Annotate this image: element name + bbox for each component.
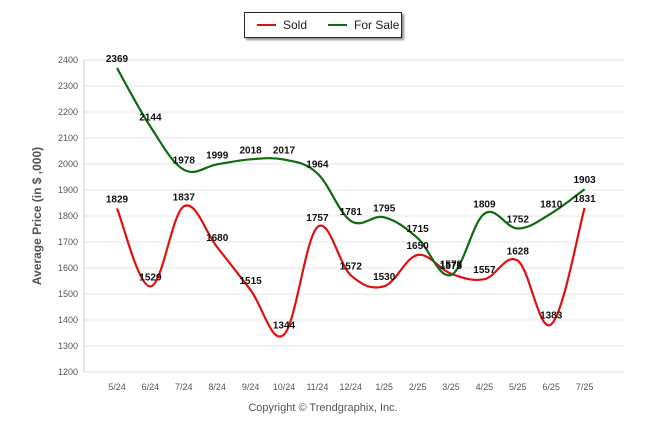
- x-tick-label: 7/24: [175, 382, 193, 392]
- y-tick-label: 1700: [58, 237, 78, 247]
- x-tick-label: 5/25: [509, 382, 527, 392]
- data-label-sold: 1530: [373, 272, 396, 283]
- y-tick-label: 2400: [58, 55, 78, 65]
- y-tick-label: 1500: [58, 289, 78, 299]
- x-tick-label: 9/24: [242, 382, 260, 392]
- data-label-for-sale: 2018: [239, 145, 262, 156]
- legend-item-for-sale[interactable]: For Sale: [328, 18, 399, 32]
- y-tick-label: 2200: [58, 107, 78, 117]
- data-label-for-sale: 1999: [206, 150, 229, 161]
- data-label-sold: 1837: [173, 192, 196, 203]
- series-line-sold: [115, 204, 586, 338]
- data-label-sold: 1572: [340, 261, 363, 272]
- data-label-for-sale: 1809: [473, 200, 496, 211]
- data-label-sold: 1628: [507, 247, 530, 258]
- y-tick-label: 1200: [58, 367, 78, 377]
- data-label-sold: 1578: [440, 260, 463, 271]
- y-axis-title: Average Price (in $ ,000): [30, 147, 44, 285]
- data-label-sold: 1515: [239, 276, 262, 287]
- series-line-for-sale: [116, 67, 586, 277]
- y-tick-label: 1800: [58, 211, 78, 221]
- x-tick-label: 4/25: [476, 382, 494, 392]
- data-label-for-sale: 1795: [373, 203, 396, 214]
- data-label-for-sale: 2017: [273, 146, 296, 157]
- data-label-sold: 1557: [473, 265, 496, 276]
- x-tick-label: 3/25: [442, 382, 460, 392]
- x-tick-label: 5/24: [108, 382, 126, 392]
- data-label-for-sale: 2144: [139, 113, 162, 124]
- copyright-text: Copyright © Trendgraphix, Inc.: [248, 402, 398, 414]
- grid-lines: [83, 59, 624, 373]
- y-tick-label: 2000: [58, 159, 78, 169]
- data-label-for-sale: 1903: [573, 175, 596, 186]
- y-axis-ticks: 1200 1300 1400 1500 1600 1700 1800 1900 2000 2100…: [58, 55, 78, 377]
- data-label-sold: 1529: [139, 272, 162, 283]
- x-tick-label: 2/25: [409, 382, 427, 392]
- x-tick-label: 8/24: [208, 382, 226, 392]
- data-label-sold: 1831: [573, 194, 596, 205]
- data-labels: 1829 1529 1837 1680 1515 1344 1757 1572 1530 1650…: [106, 54, 596, 332]
- x-tick-label: 10/24: [273, 382, 296, 392]
- legend-swatch-for-sale: [328, 24, 348, 26]
- series-lines: [115, 67, 586, 338]
- data-label-for-sale: 2369: [106, 54, 129, 65]
- y-tick-label: 1300: [58, 341, 78, 351]
- x-tick-label: 1/25: [375, 382, 393, 392]
- data-label-for-sale: 1573: [440, 261, 463, 272]
- x-tick-label: 7/25: [576, 382, 594, 392]
- data-label-for-sale: 1978: [173, 156, 196, 167]
- data-label-sold: 1680: [206, 233, 229, 244]
- legend: Sold For Sale: [244, 12, 402, 38]
- y-tick-label: 1900: [58, 185, 78, 195]
- data-label-sold: 1344: [273, 321, 296, 332]
- legend-label-for-sale: For Sale: [354, 18, 400, 32]
- y-tick-label: 2100: [58, 133, 78, 143]
- data-label-sold: 1650: [406, 241, 429, 252]
- y-tick-label: 2300: [58, 81, 78, 91]
- x-tick-label: 6/24: [142, 382, 160, 392]
- legend-swatch-sold: [257, 24, 276, 26]
- data-label-for-sale: 1752: [507, 214, 530, 225]
- data-label-sold: 1829: [106, 194, 129, 205]
- legend-label-sold: Sold: [283, 18, 308, 32]
- y-tick-label: 1600: [58, 263, 78, 273]
- y-tick-label: 1400: [58, 315, 78, 325]
- legend-item-sold[interactable]: Sold: [257, 18, 307, 32]
- x-tick-label: 12/24: [340, 382, 363, 392]
- data-label-for-sale: 1810: [540, 199, 563, 210]
- data-label-for-sale: 1964: [306, 159, 329, 170]
- data-label-sold: 1757: [306, 213, 329, 224]
- x-tick-label: 6/25: [542, 382, 560, 392]
- data-label-for-sale: 1715: [406, 224, 429, 235]
- data-label-for-sale: 1781: [340, 207, 363, 218]
- data-label-sold: 1383: [540, 310, 563, 321]
- x-tick-label: 11/24: [306, 382, 328, 392]
- x-axis-ticks: 5/24 6/24 7/24 8/24 9/24 10/24 11/24 12/24 1/25 2…: [108, 382, 593, 392]
